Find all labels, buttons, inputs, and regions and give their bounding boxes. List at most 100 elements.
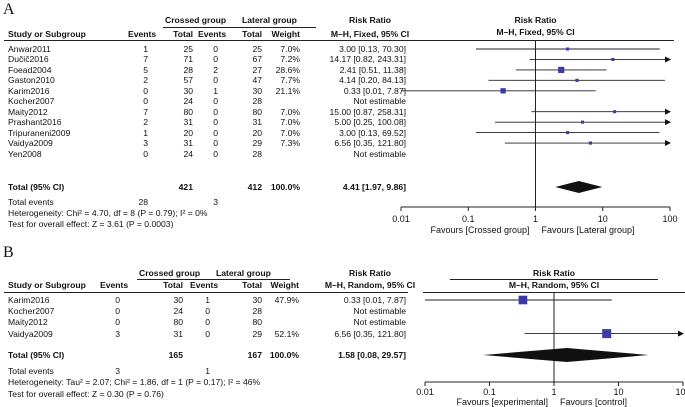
panel-b-plot-header: Risk Ratio (532, 268, 576, 278)
panel-b-study-total2: 29 (252, 328, 262, 339)
panel-a-study-name: Yen2008 (8, 148, 42, 159)
panel-b-total-diamond (483, 348, 649, 362)
panel-a-study-total2: 80 (252, 106, 262, 117)
panel-a-total-ci: 4.41 [1.97, 9.86] (342, 182, 406, 192)
panel-a-study-events2: 0 (213, 127, 218, 138)
panel-a-study-events1: 2 (143, 75, 148, 86)
panel-a-study-events2: 0 (213, 54, 218, 65)
panel-b-x-tick-label: 1 (551, 387, 556, 397)
panel-a-heterogeneity: Heterogeneity: Chi² = 4.70, df = 8 (P = … (8, 208, 208, 218)
panel-a-study-ci: Not estimable (353, 96, 406, 107)
panel-b-total-ci: 1.58 [0.08, 29.57] (338, 350, 406, 360)
panel-a-study-ci-arrow (665, 56, 671, 63)
panel-a-study-events1: 2 (143, 117, 148, 128)
panel-b-study-ci: Not estimable (353, 317, 406, 328)
panel-b-study-total1: 24 (173, 306, 183, 317)
panel-a-study-ci-arrow (665, 119, 671, 126)
panel-a-study-ci: 5.00 [0.25, 100.08] (334, 117, 406, 128)
panel-b-study-ci-arrow (678, 330, 684, 337)
panel-a-study-total2: 67 (252, 54, 262, 65)
panel-b-heterogeneity: Heterogeneity: Tau² = 2.07; Chi² = 1.86,… (8, 377, 261, 387)
panel-b-study-weight: 52.1% (274, 328, 299, 339)
panel-a-study-weight: 21.1% (275, 85, 300, 96)
panel-a-study-point (566, 131, 570, 135)
panel-a-study-events1: 0 (143, 148, 148, 159)
panel-a-study-point (611, 57, 615, 61)
panel-a-header-rule (4, 40, 408, 41)
panel-a-study-events1: 1 (143, 44, 148, 54)
panel-b-group1-header: Crossed group (139, 268, 201, 278)
panel-a-col-events1: Events (128, 29, 157, 39)
panel-b-study-events1: 0 (115, 317, 120, 328)
panel-a-total-n1: 421 (178, 182, 193, 192)
panel-a-study-total1: 24 (183, 148, 193, 159)
panel-b-total-weight: 100.0% (269, 350, 299, 360)
panel-a-study-ci: 14.17 [0.82, 243.31] (329, 54, 406, 65)
panel-a-study-ci: 3.00 [0.13, 70.30] (339, 44, 406, 54)
panel-a-study-point (500, 88, 506, 94)
panel-a-study-events1: 1 (143, 127, 148, 138)
panel-a-rr-subheader: M–H, Fixed, 95% CI (330, 29, 410, 39)
panel-b-x-tick-label: 0.1 (483, 387, 496, 397)
panel-b-total-events-label: Total events (8, 366, 54, 376)
panel-b-study-total2: 28 (252, 306, 262, 317)
panel-b-study-point (518, 295, 528, 305)
panel-a-study-point (566, 47, 570, 51)
panel-b-header-rule (4, 292, 408, 293)
panel-b-study-total1: 80 (173, 317, 183, 328)
panel-b-label: B (3, 244, 14, 261)
panel-a-x-tick-label: 1 (533, 214, 538, 224)
panel-a-study-weight: 28.6% (275, 64, 300, 75)
panel-a-study-ci: 2.41 [0.51, 11.38] (339, 64, 406, 75)
panel-b-group2-underline (214, 279, 290, 280)
panel-a-col-events2: Events (198, 29, 227, 39)
panel-a-study-events1: 0 (143, 85, 148, 96)
panel-a-total-label: Total (95% CI) (8, 182, 65, 192)
panel-b-study-ci: 6.56 [0.35, 121.80] (334, 328, 406, 339)
panel-b-x-tick-label: 10 (613, 387, 623, 397)
panel-a-study-total1: 31 (183, 117, 193, 128)
panel-a-study-name: Anwar2011 (8, 44, 51, 54)
panel-b-overall-effect: Test for overall effect: Z = 0.30 (P = 0… (8, 389, 164, 399)
panel-b-col-total2: Total (242, 280, 262, 290)
panel-b-favours-right: Favours [control] (560, 397, 627, 407)
panel-a-total-events-label: Total events (8, 197, 54, 207)
panel-b-total-events1: 3 (115, 366, 120, 376)
panel-a-group1-header: Crossed group (165, 15, 227, 25)
panel-b-rr-header: Risk Ratio (348, 268, 392, 278)
panel-b-total-label: Total (95% CI) (8, 350, 65, 360)
panel-a-study-events1: 7 (143, 106, 148, 117)
panel-a-study-total2: 47 (252, 75, 262, 86)
panel-b-study-events2: 0 (205, 306, 210, 317)
panel-a-col-weight: Weight (271, 29, 300, 39)
panel-a-study-total2: 30 (252, 85, 262, 96)
panel-b-x-tick-label: 100 (675, 387, 685, 397)
panel-a-study-point (613, 110, 617, 114)
panel-a-study-weight: 7.3% (280, 138, 300, 149)
panel-b-study-name: Vaidya2009 (8, 328, 53, 339)
panel-a-rr-header: Risk Ratio (348, 15, 392, 25)
panel-a-plot-subheader: M–H, Fixed, 95% CI (496, 27, 575, 37)
panel-a-study-weight: 7.2% (280, 54, 300, 65)
panel-b-group2-header: Lateral group (216, 268, 271, 278)
panel-a-total-diamond (555, 181, 603, 193)
panel-a-study-name: Karim2016 (8, 85, 50, 96)
panel-b-total-n2: 167 (247, 350, 262, 360)
panel-b-study-events2: 1 (205, 295, 210, 305)
panel-a-study-ci: 15.00 [0.87, 258.31] (329, 106, 406, 117)
panel-a-overall-effect: Test for overall effect: Z = 3.61 (P = 0… (8, 219, 174, 229)
panel-b-total-events2: 1 (205, 366, 210, 376)
panel-a-study-total1: 71 (183, 54, 193, 65)
panel-a-study-total2: 25 (252, 44, 262, 54)
panel-b-study-total1: 31 (173, 328, 183, 339)
panel-a-study-total1: 20 (183, 127, 193, 138)
panel-a-total-weight: 100.0% (270, 182, 300, 192)
panel-a-study-events2: 0 (213, 138, 218, 149)
panel-a-study-total1: 80 (183, 106, 193, 117)
panel-a-study-ci: 0.33 [0.01, 7.87] (343, 85, 406, 96)
panel-a-study-events2: 0 (213, 148, 218, 159)
panel-a-study-total2: 27 (252, 64, 262, 75)
panel-a-study-total2: 20 (252, 127, 262, 138)
